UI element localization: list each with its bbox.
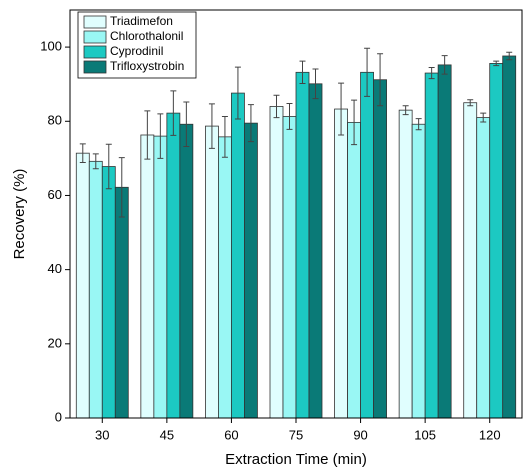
error-bar — [377, 53, 384, 107]
plot-frame — [69, 9, 523, 419]
bar — [424, 72, 439, 419]
y-tick-label: 40 — [48, 261, 62, 276]
bar — [218, 136, 232, 419]
x-tick-label: 75 — [289, 427, 303, 442]
error-bar — [118, 157, 125, 218]
bar — [476, 117, 491, 419]
x-tick-label: 60 — [224, 427, 238, 442]
legend-swatch — [83, 45, 107, 59]
y-tick-label: 0 — [55, 409, 62, 424]
y-tick-label: 80 — [48, 113, 62, 128]
y-tick-label: 100 — [40, 39, 62, 54]
bar — [502, 55, 517, 419]
error-bar — [208, 103, 215, 149]
bar — [334, 108, 348, 419]
bar — [489, 63, 504, 419]
bar — [179, 123, 194, 419]
error-bar — [467, 99, 474, 107]
error-bar — [415, 118, 422, 131]
bar — [373, 79, 387, 419]
error-bar — [144, 110, 151, 160]
x-tick-label: 105 — [414, 427, 436, 442]
bar — [269, 106, 284, 419]
bar — [140, 134, 155, 419]
error-bar — [273, 94, 280, 119]
error-bar — [247, 104, 254, 143]
error-bar — [234, 66, 241, 120]
error-bar — [312, 68, 319, 100]
error-bar — [79, 143, 86, 163]
error-bar — [299, 60, 306, 84]
bar — [437, 64, 452, 419]
error-bar — [157, 113, 164, 159]
x-tick-label: 45 — [160, 427, 174, 442]
bar — [166, 112, 181, 419]
y-tick-label: 60 — [48, 187, 62, 202]
bar — [295, 71, 310, 419]
error-bar — [338, 82, 345, 136]
bar — [75, 152, 90, 419]
bar — [308, 83, 323, 419]
error-bar — [493, 60, 500, 67]
error-bar — [221, 115, 228, 158]
legend-swatch — [83, 60, 107, 74]
bar — [101, 166, 116, 419]
bar — [411, 123, 426, 419]
bar — [398, 109, 413, 419]
error-bar — [480, 112, 487, 123]
error-bar — [351, 99, 358, 146]
x-tick-label: 90 — [353, 427, 367, 442]
bar — [244, 122, 258, 419]
error-bar — [170, 90, 177, 136]
bar — [347, 121, 361, 419]
error-bar — [402, 105, 409, 116]
error-bar — [428, 66, 435, 80]
legend-label: Triadimefon — [110, 14, 173, 28]
error-bar — [183, 101, 190, 147]
bar — [360, 71, 374, 419]
error-bar — [506, 51, 513, 61]
legend-swatch — [83, 15, 107, 29]
bar — [282, 116, 297, 419]
error-bar — [92, 153, 99, 170]
bar — [153, 135, 168, 419]
bar — [231, 92, 245, 419]
error-bar — [105, 143, 112, 190]
x-tick-label: 30 — [95, 427, 109, 442]
error-bar — [441, 55, 448, 75]
error-bar — [364, 47, 371, 97]
x-axis-title: Extraction Time (min) — [225, 451, 367, 468]
bar — [88, 160, 103, 419]
legend-label: Cyprodinil — [110, 44, 163, 58]
legend-label: Chlorothalonil — [110, 29, 183, 43]
bar — [463, 102, 478, 419]
error-bar — [286, 102, 293, 130]
bar — [114, 186, 129, 419]
legend-label: Trifloxystrobin — [110, 59, 184, 73]
bar — [205, 125, 219, 419]
legend-swatch — [83, 30, 107, 44]
x-tick-label: 120 — [479, 427, 501, 442]
y-tick-label: 20 — [48, 335, 62, 350]
y-axis-title: Recovery (%) — [11, 169, 28, 260]
